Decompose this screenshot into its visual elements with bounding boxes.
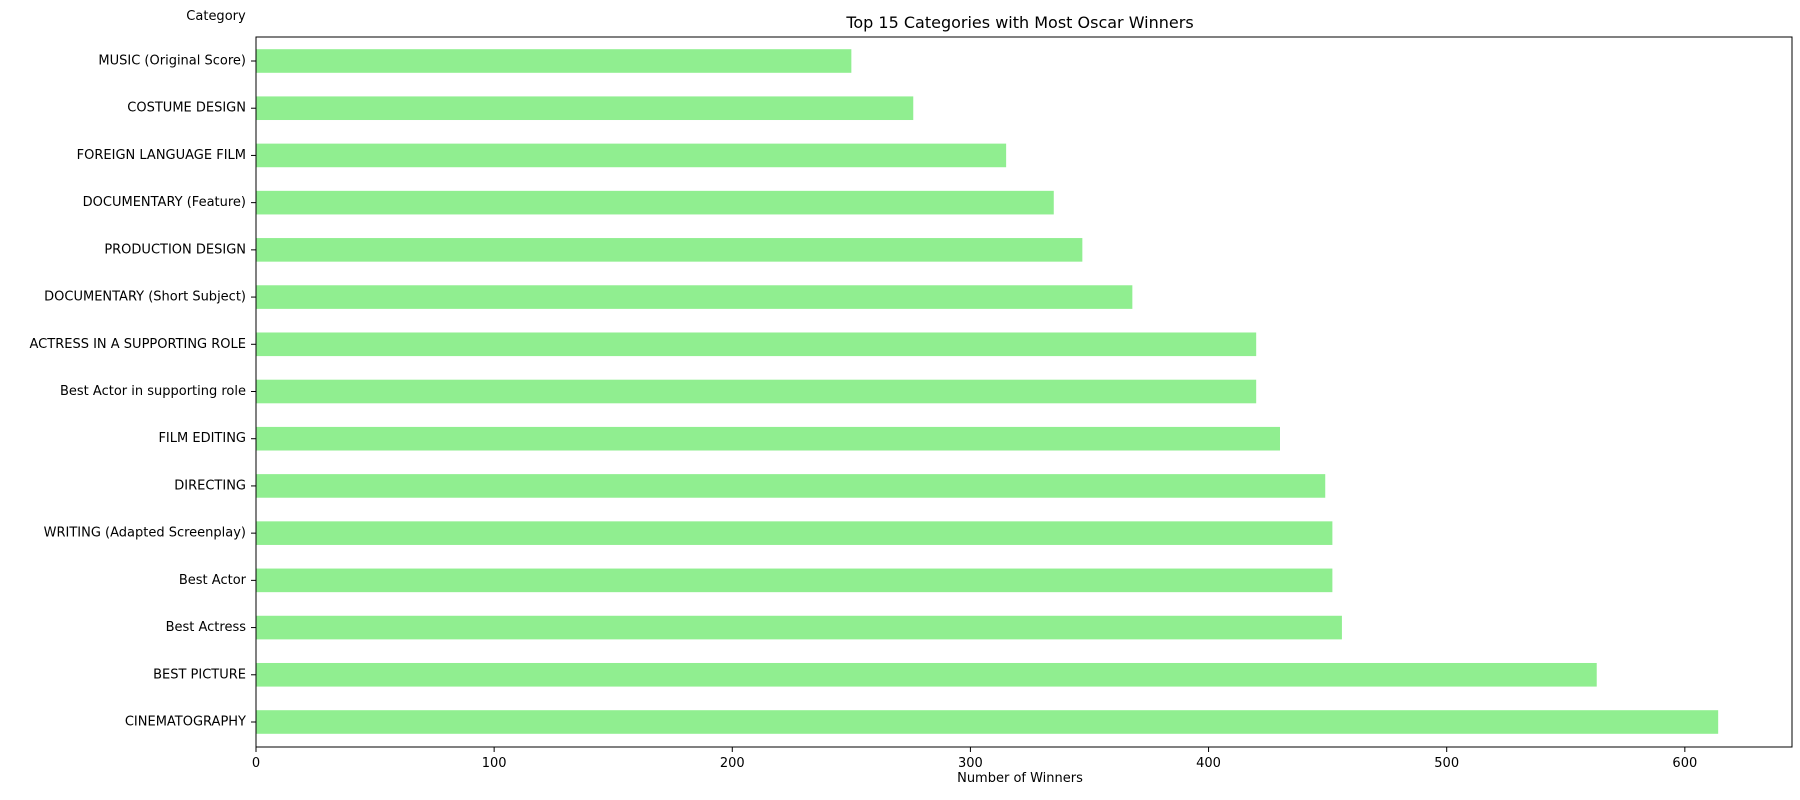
plot-frame: [255, 36, 1793, 748]
bar: [256, 379, 1257, 404]
bar: [256, 521, 1333, 545]
x-axis-label: Number of Winners: [957, 771, 1083, 786]
x-tick-label: 0: [252, 756, 260, 771]
y-tick-label: DIRECTING: [174, 478, 246, 493]
bar: [256, 474, 1326, 498]
bar: [256, 615, 1342, 640]
x-tick-group: 0 100 200 300 400 500 600: [252, 747, 1697, 771]
y-axis-label: Category: [186, 9, 246, 24]
y-tick-label: Best Actor: [179, 573, 247, 588]
bar: [256, 190, 1054, 215]
y-tick-label: FOREIGN LANGUAGE FILM: [77, 148, 246, 163]
bar: [256, 49, 852, 73]
y-tick-label: ACTRESS IN A SUPPORTING ROLE: [30, 337, 246, 352]
y-tick-label: DOCUMENTARY (Feature): [83, 195, 246, 210]
x-tick-label: 200: [720, 756, 745, 771]
y-tick-label: Best Actress: [166, 620, 247, 635]
bar: [256, 96, 914, 121]
chart-title: Top 15 Categories with Most Oscar Winner…: [845, 13, 1193, 32]
y-tick-label: MUSIC (Original Score): [98, 54, 246, 69]
y-tick-label: CINEMATOGRAPHY: [125, 715, 246, 730]
x-tick-label: 400: [1196, 756, 1221, 771]
y-tick-label: Best Actor in supporting role: [60, 384, 246, 399]
y-tick-label: BEST PICTURE: [153, 667, 246, 682]
x-tick-label: 500: [1434, 756, 1459, 771]
bar: [256, 143, 1007, 168]
y-tick-label: PRODUCTION DESIGN: [104, 242, 246, 257]
y-tick-group: CINEMATOGRAPHY BEST PICTURE Best Actress Be…: [30, 54, 256, 730]
bar: [256, 662, 1597, 687]
bar: [256, 285, 1133, 309]
x-tick-label: 600: [1672, 756, 1697, 771]
y-tick-label: WRITING (Adapted Screenplay): [44, 526, 246, 541]
bar: [256, 426, 1280, 451]
bar: [256, 238, 1083, 262]
bars-group: [256, 49, 1719, 734]
x-tick-label: 300: [958, 756, 983, 771]
y-tick-label: COSTUME DESIGN: [127, 101, 246, 116]
y-tick-label: DOCUMENTARY (Short Subject): [44, 290, 246, 305]
y-tick-label: FILM EDITING: [158, 431, 246, 446]
bar: [256, 568, 1333, 593]
x-tick-label: 100: [482, 756, 507, 771]
bar: [256, 710, 1719, 734]
bar: [256, 332, 1257, 357]
